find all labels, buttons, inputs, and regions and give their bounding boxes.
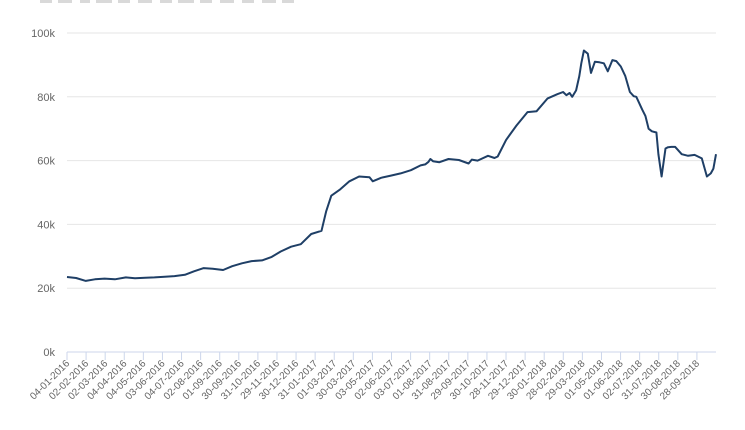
clipped-header-fragment [40, 0, 294, 3]
y-tick-label: 0k [43, 347, 55, 359]
x-axis: 04-01-201602-02-201602-03-201604-04-2016… [28, 351, 716, 402]
y-tick-label: 40k [37, 219, 55, 231]
y-axis-ticks: 0k 20k 40k 60k 80k 100k [31, 28, 55, 359]
y-tick-label: 60k [37, 156, 55, 168]
series-line [66, 49, 717, 282]
y-tick-label: 80k [37, 92, 55, 104]
series-layer [66, 49, 717, 282]
gridlines [67, 32, 716, 289]
y-tick-label: 100k [31, 28, 55, 40]
y-tick-label: 20k [37, 283, 55, 295]
